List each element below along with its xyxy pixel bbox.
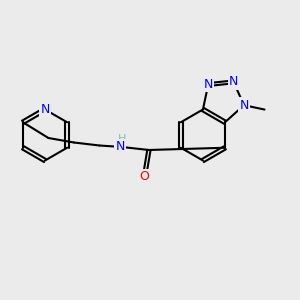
- Text: N: N: [229, 75, 238, 88]
- Text: N: N: [203, 78, 213, 91]
- Text: N: N: [116, 140, 125, 154]
- Text: N: N: [239, 99, 249, 112]
- Text: O: O: [140, 170, 149, 184]
- Text: H: H: [118, 134, 126, 145]
- Text: N: N: [40, 103, 50, 116]
